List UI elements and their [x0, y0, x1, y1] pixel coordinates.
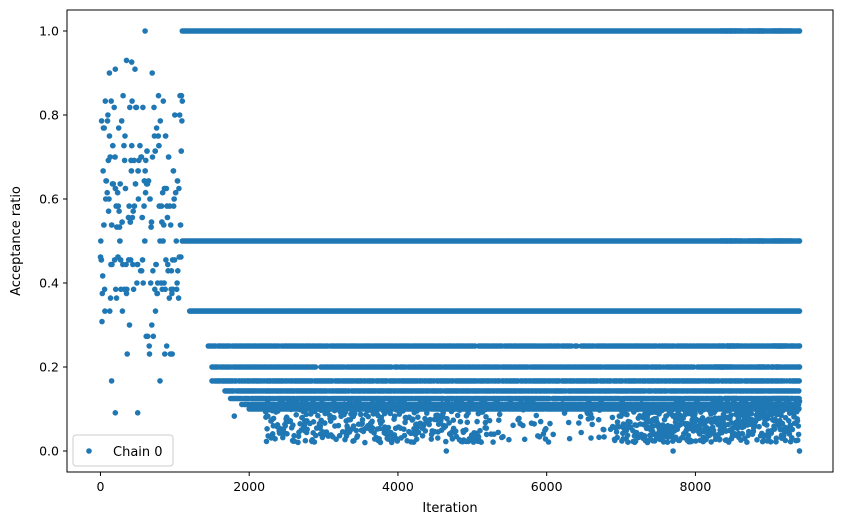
x-tick-label: 0	[96, 479, 104, 494]
x-axis-label: Iteration	[422, 501, 477, 516]
legend-label-chain-0: Chain 0	[113, 445, 163, 460]
x-tick-label: 6000	[531, 479, 563, 494]
plot-frame	[66, 9, 834, 473]
scatter-points	[97, 28, 803, 454]
y-tick-label: 0.0	[39, 444, 59, 459]
x-tick-label: 4000	[382, 479, 414, 494]
y-axis-label: Acceptance ratio	[9, 186, 24, 296]
legend-marker-chain-0	[86, 448, 92, 454]
x-tick-label: 8000	[680, 479, 712, 494]
legend-frame	[72, 434, 174, 467]
scatter-series-chain-0	[97, 28, 803, 454]
y-tick-label: 0.6	[39, 192, 59, 207]
y-tick-label: 0.8	[39, 108, 59, 123]
x-tick-label: 2000	[233, 479, 265, 494]
y-tick-label: 0.4	[39, 276, 59, 291]
y-axis-ticks: 0.0 0.2 0.4 0.6 0.8 1.0	[39, 24, 67, 459]
legend: Chain 0	[72, 434, 174, 467]
y-tick-label: 0.2	[39, 360, 59, 375]
x-axis-ticks: 0 2000 4000 6000 8000	[96, 472, 711, 494]
y-tick-label: 1.0	[39, 24, 59, 39]
